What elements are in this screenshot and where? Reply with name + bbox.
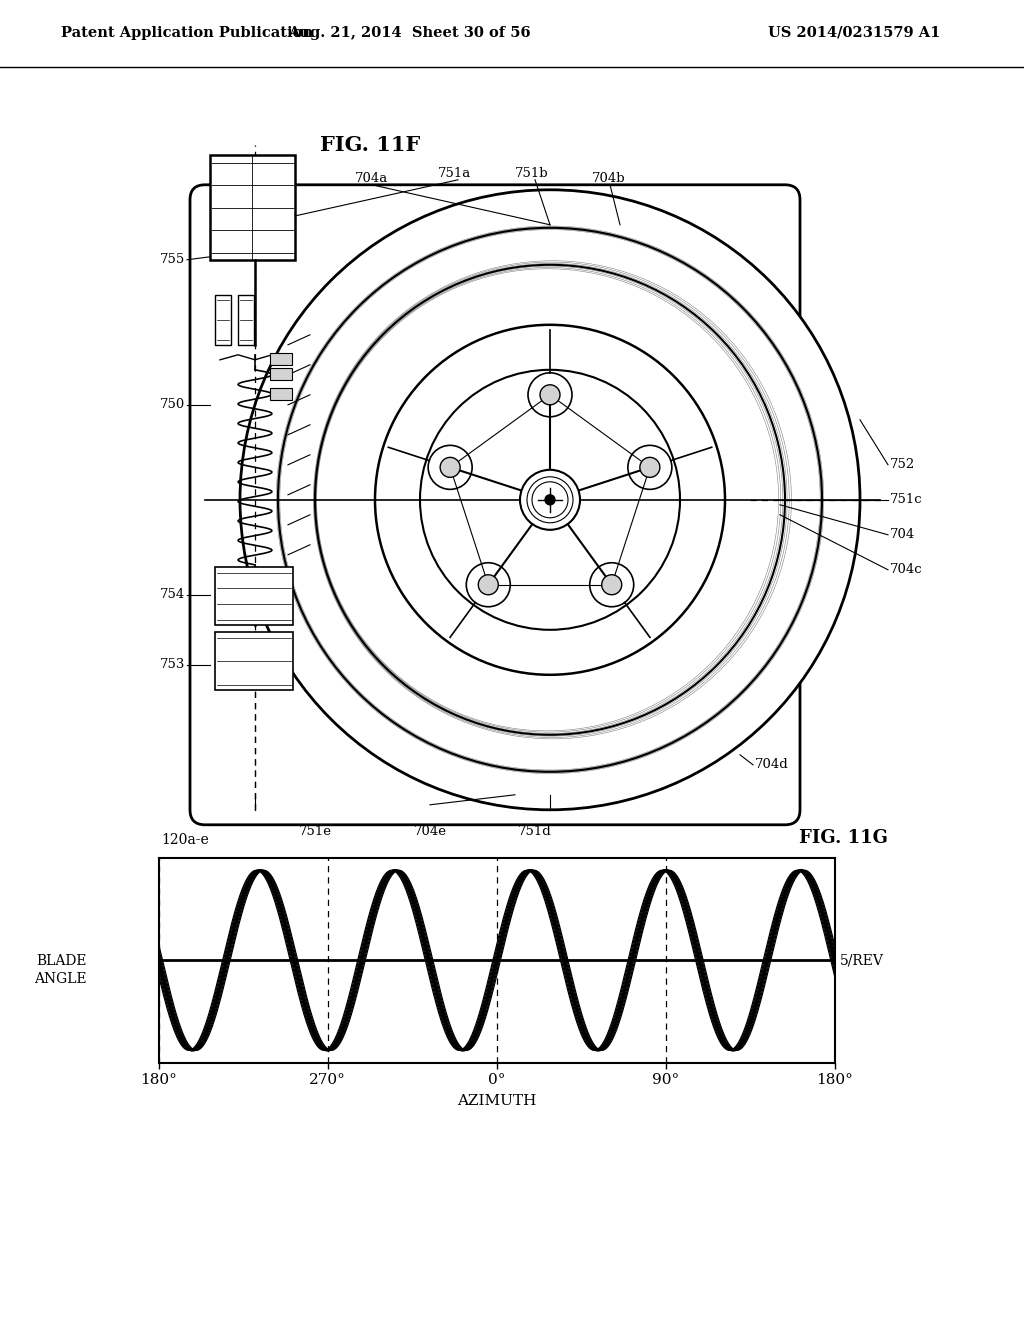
Text: ANGLE: ANGLE	[35, 973, 87, 986]
Text: 754: 754	[160, 589, 185, 602]
Circle shape	[240, 190, 860, 809]
Text: 750: 750	[160, 399, 185, 412]
Text: 753: 753	[160, 659, 185, 672]
Text: FIG. 11F: FIG. 11F	[319, 135, 420, 154]
Circle shape	[540, 385, 560, 405]
Text: 704c: 704c	[890, 564, 923, 577]
Text: 704a: 704a	[355, 172, 388, 185]
Text: Aug. 21, 2014  Sheet 30 of 56: Aug. 21, 2014 Sheet 30 of 56	[289, 25, 530, 40]
Circle shape	[315, 265, 785, 735]
Bar	[270, 352, 292, 364]
Text: US 2014/0231579 A1: US 2014/0231579 A1	[768, 25, 940, 40]
Circle shape	[545, 495, 555, 504]
Circle shape	[520, 470, 580, 529]
Bar	[238, 294, 254, 345]
Bar	[215, 566, 293, 624]
Bar	[270, 388, 292, 400]
Text: 704d: 704d	[755, 758, 788, 771]
X-axis label: AZIMUTH: AZIMUTH	[457, 1094, 537, 1107]
Circle shape	[375, 325, 725, 675]
Circle shape	[590, 562, 634, 607]
Text: 5/REV: 5/REV	[840, 954, 884, 968]
Text: 704b: 704b	[592, 172, 626, 185]
Text: 752: 752	[890, 458, 915, 471]
FancyBboxPatch shape	[190, 185, 800, 825]
Circle shape	[440, 457, 460, 478]
Text: 751d: 751d	[518, 825, 552, 838]
Text: 120a-e: 120a-e	[162, 833, 210, 847]
Bar	[210, 154, 295, 260]
Circle shape	[466, 562, 510, 607]
Circle shape	[428, 445, 472, 490]
Text: 751c: 751c	[890, 494, 923, 507]
Text: 704: 704	[890, 528, 915, 541]
Bar	[270, 368, 292, 380]
Bar	[215, 294, 231, 345]
Text: 751a: 751a	[438, 166, 471, 180]
Circle shape	[420, 370, 680, 630]
Circle shape	[278, 228, 822, 772]
Circle shape	[528, 372, 572, 417]
Circle shape	[628, 445, 672, 490]
Text: 751e: 751e	[299, 825, 332, 838]
Circle shape	[602, 574, 622, 595]
Text: BLADE: BLADE	[37, 954, 87, 968]
Text: 704e: 704e	[414, 825, 446, 838]
Bar	[215, 632, 293, 690]
Text: Patent Application Publication: Patent Application Publication	[61, 25, 313, 40]
Circle shape	[478, 574, 499, 595]
Text: FIG. 11G: FIG. 11G	[799, 829, 888, 847]
Text: 751b: 751b	[515, 166, 549, 180]
Text: 755: 755	[160, 253, 185, 267]
Circle shape	[640, 457, 659, 478]
